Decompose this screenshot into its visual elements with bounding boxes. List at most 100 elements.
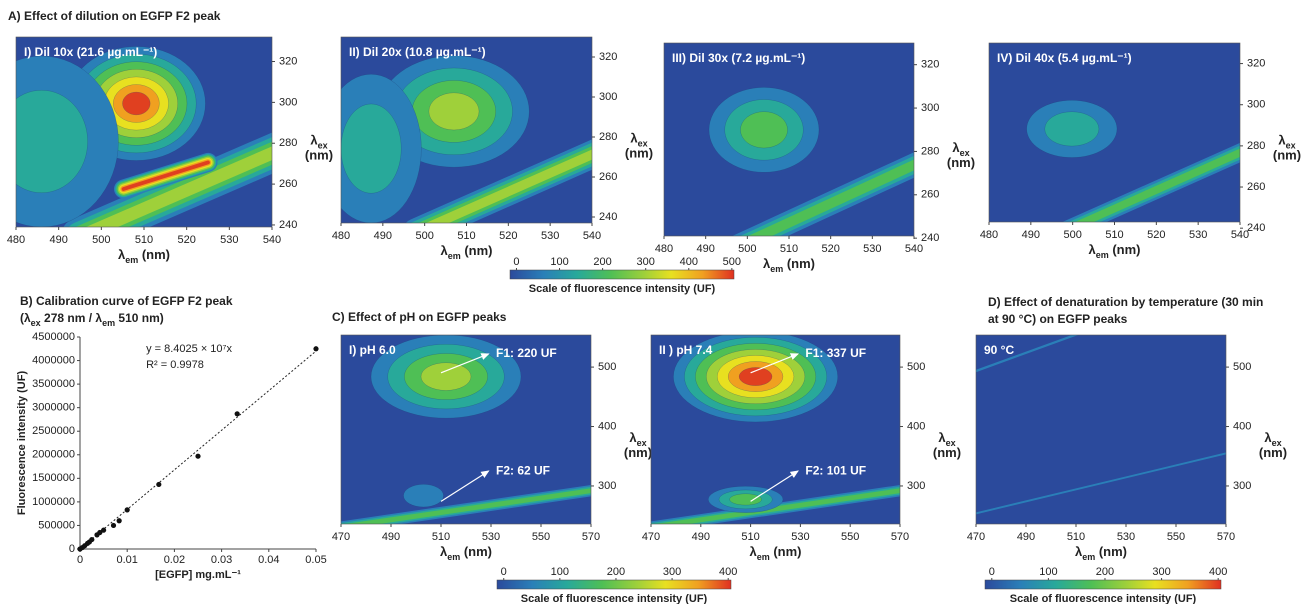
x-tick-label: 0.02: [164, 554, 185, 566]
panel-title-part: 278 nm / λ: [41, 311, 103, 325]
y-tick-label: 1000000: [32, 496, 75, 508]
y-tick-label: 500: [598, 361, 616, 373]
y-axis-label: (nm): [1259, 445, 1287, 460]
colorbar-tick-label: 200: [1096, 566, 1114, 578]
x-tick-label: 550: [532, 531, 550, 543]
y-tick-label: 500: [1233, 361, 1251, 373]
x-tick-label: 490: [696, 243, 714, 255]
trendline: [79, 350, 317, 550]
contour: [738, 367, 773, 386]
x-tick-label: 480: [332, 230, 350, 242]
y-axis-label: (nm): [947, 156, 975, 171]
x-axis-label-part: em: [1096, 250, 1109, 260]
annotation-arrow: [440, 470, 490, 502]
y-axis-label: λex: [1264, 430, 1281, 448]
y-axis-label-part: ex: [946, 438, 956, 448]
colorbar-tick-label: 400: [680, 256, 698, 268]
panel-label: II) Dil 20x (10.8 µg.mL⁻¹): [349, 45, 486, 59]
x-axis-label-part: λ: [749, 544, 757, 559]
x-axis-label: λem (nm): [749, 544, 801, 562]
x-tick-label: 490: [1022, 229, 1040, 241]
x-tick-label: 530: [1117, 531, 1135, 543]
panel-label: I) Dil 10x (21.6 µg.mL⁻¹): [24, 45, 157, 59]
trendline-equation: y = 8.4025 × 10⁷x: [146, 343, 232, 355]
y-tick-label: 4000000: [32, 354, 75, 366]
x-tick-label: 520: [1147, 229, 1165, 241]
y-tick-label: 260: [599, 171, 617, 183]
colorbar-tick-label: 200: [593, 256, 611, 268]
data-point: [156, 481, 162, 488]
x-tick-label: 530: [482, 531, 500, 543]
contour: [122, 91, 151, 116]
heatmap: [664, 43, 914, 236]
x-tick-label: 540: [263, 234, 281, 246]
y-tick-label: 320: [599, 51, 617, 63]
y-axis-label-part: λ: [310, 133, 318, 148]
x-axis-label-part: em: [757, 552, 770, 562]
colorbar-tick-label: 300: [663, 566, 681, 578]
annotation-arrow: [750, 470, 799, 502]
y-axis-label-part: ex: [1272, 438, 1282, 448]
x-tick-label: 500: [415, 230, 433, 242]
contour: [1044, 111, 1100, 147]
data-point: [234, 411, 240, 417]
x-tick-label: 570: [1217, 531, 1235, 543]
y-axis-label-part: (nm): [1259, 445, 1287, 460]
y-axis-label: (nm): [933, 445, 961, 460]
x-axis-label-part: em: [1082, 552, 1095, 562]
x-axis-label-part: λ: [763, 256, 771, 271]
x-axis-label-part: em: [448, 251, 461, 261]
y-axis-label-part: λ: [629, 430, 637, 445]
x-axis-label: λem (nm): [440, 544, 492, 562]
y-axis-label-part: (nm): [625, 146, 653, 161]
x-tick-label: 470: [642, 531, 660, 543]
panel-label: III) Dil 30x (7.2 µg.mL⁻¹): [672, 51, 805, 65]
x-axis-label-part: em: [770, 264, 783, 274]
x-tick-label: 510: [741, 531, 759, 543]
x-tick-label: 0.05: [305, 554, 326, 566]
colorbar-tick-label: 300: [637, 256, 655, 268]
x-axis-label-part: (nm): [138, 247, 170, 262]
contour: [428, 92, 480, 131]
heatmap: [976, 335, 1226, 524]
x-tick-label: 0.04: [258, 554, 279, 566]
y-tick-label: 240: [599, 211, 617, 223]
x-axis-label-part: (nm): [461, 243, 493, 258]
annotation: F2: 101 UF: [805, 463, 866, 477]
data-point: [110, 522, 117, 529]
y-tick-label: 1500000: [32, 472, 75, 484]
panel-title: C) Effect of pH on EGFP peaks: [332, 310, 507, 324]
colorbar-tick-label: 200: [607, 566, 625, 578]
y-axis-label-part: ex: [960, 149, 970, 159]
y-axis-label-part: (nm): [305, 148, 333, 163]
colorbar-label: Scale of fluorescence intensity (UF): [521, 593, 708, 604]
x-tick-label: 540: [583, 230, 601, 242]
x-axis-label-part: em: [447, 552, 460, 562]
data-point: [124, 507, 130, 513]
x-axis-label-part: λ: [1088, 242, 1096, 257]
y-axis-label-part: λ: [952, 141, 960, 156]
x-tick-label: 520: [177, 234, 195, 246]
x-tick-label: 510: [1067, 531, 1085, 543]
x-axis-label: λem (nm): [1075, 544, 1127, 562]
x-tick-label: 480: [655, 243, 673, 255]
contour: [403, 484, 444, 508]
y-tick-label: 4500000: [32, 331, 75, 343]
y-tick-label: 400: [1233, 420, 1251, 432]
panel-title-part: D) Effect of denaturation by temperature…: [988, 295, 1263, 309]
annotation: F1: 220 UF: [496, 346, 557, 360]
x-axis-label-part: (nm): [783, 256, 815, 271]
x-tick-label: 550: [841, 531, 859, 543]
y-axis-label-part: ex: [1286, 141, 1296, 151]
contour: [420, 362, 472, 391]
y-axis-label: λex: [1278, 133, 1295, 151]
panel-title-part: em: [102, 318, 115, 328]
colorbar-tick-label: 400: [1209, 566, 1227, 578]
y-axis-label-part: (nm): [624, 445, 652, 460]
colorbar: [496, 579, 732, 590]
x-tick-label: 470: [332, 531, 350, 543]
y-axis-label-part: ex: [637, 438, 647, 448]
heatmap: [341, 335, 591, 524]
x-tick-label: 570: [891, 531, 909, 543]
